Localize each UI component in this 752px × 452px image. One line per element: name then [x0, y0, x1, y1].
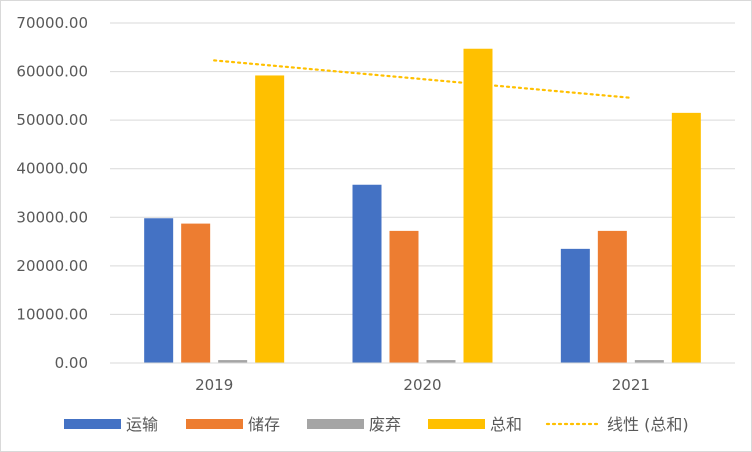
x-tick-label: 2019	[195, 376, 233, 394]
bar	[463, 48, 493, 363]
legend-item: 总和	[428, 415, 522, 434]
legend-label: 总和	[490, 415, 522, 434]
y-axis-ticks: 0.00 10000.00 20000.00 30000.00 40000.00 5000…	[16, 14, 88, 372]
trendline	[213, 59, 632, 99]
bar	[671, 112, 701, 363]
bar	[352, 184, 382, 363]
bar	[255, 75, 285, 363]
y-tick-label: 0.00	[55, 354, 88, 372]
x-axis-ticks: 2019 2020 2021	[195, 376, 650, 394]
y-tick-label: 50000.00	[16, 111, 88, 129]
bar	[218, 360, 248, 363]
legend-item: 储存	[186, 415, 280, 434]
y-tick-label: 40000.00	[16, 160, 88, 178]
bar	[181, 223, 211, 363]
legend: 运输 储存 废弃 总和 线性 (总和)	[64, 415, 689, 434]
legend-item: 废弃	[307, 415, 401, 434]
trendline-path	[213, 59, 632, 99]
legend-item: 运输	[64, 415, 158, 434]
bar	[597, 230, 627, 363]
y-tick-label: 10000.00	[16, 305, 88, 323]
legend-swatch	[428, 419, 485, 429]
bar	[389, 230, 419, 363]
bars	[144, 48, 701, 363]
legend-item: 线性 (总和)	[545, 415, 689, 434]
y-tick-label: 30000.00	[16, 208, 88, 226]
y-tick-label: 20000.00	[16, 257, 88, 275]
legend-label: 储存	[248, 415, 280, 434]
gridlines	[110, 22, 735, 315]
x-tick-label: 2021	[612, 376, 650, 394]
legend-label: 运输	[126, 415, 158, 434]
bar	[144, 218, 174, 363]
legend-swatch	[186, 419, 243, 429]
y-tick-label: 60000.00	[16, 63, 88, 81]
bar	[560, 248, 590, 363]
legend-swatch	[307, 419, 364, 429]
x-tick-label: 2020	[403, 376, 441, 394]
bar	[426, 360, 456, 363]
legend-label: 线性 (总和)	[607, 415, 689, 434]
bar	[634, 360, 664, 363]
y-tick-label: 70000.00	[16, 14, 88, 32]
legend-label: 废弃	[369, 415, 401, 434]
legend-swatch	[64, 419, 121, 429]
